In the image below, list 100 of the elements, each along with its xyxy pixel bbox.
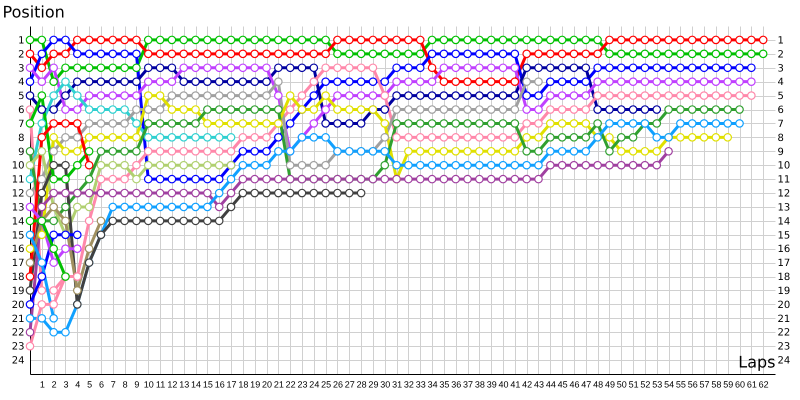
y-tick-label: 24 [12, 356, 24, 367]
x-tick-label: 41 [510, 380, 520, 390]
x-tick-label: 26 [332, 380, 343, 390]
x-tick-label: 12 [167, 380, 178, 390]
y-tick-label: 17 [12, 258, 24, 270]
x-tick-label: 13 [179, 380, 190, 390]
y2-tick-label: 22 [778, 328, 790, 339]
x-tick-label: 48 [593, 380, 604, 390]
x-tick-label: 29 [368, 380, 378, 390]
y-tick-label: 16 [12, 244, 24, 256]
x-tick-label: 55 [676, 380, 686, 390]
x-tick-label: 19 [250, 380, 260, 390]
x-tick-label: 43 [534, 380, 544, 390]
y2-tick-label: 19 [778, 286, 790, 297]
y2-tick-label: 11 [778, 174, 790, 186]
y-tick-label: 7 [18, 118, 24, 130]
y-tick-label: 1 [18, 35, 24, 46]
y-tick-label: 18 [12, 272, 24, 284]
y-tick-label: 15 [12, 230, 24, 242]
x-tick-label: 44 [546, 380, 556, 390]
x-tick-label: 57 [700, 380, 710, 390]
x-tick-label: 58 [711, 380, 722, 390]
x-tick-label: 45 [558, 380, 568, 390]
y-tick-label: 23 [12, 342, 24, 353]
x-tick-label: 3 [63, 380, 68, 390]
y-tick-label: 21 [12, 314, 24, 325]
y2-tick-label: 3 [778, 63, 784, 74]
y-tick-label: 9 [18, 146, 24, 158]
y-tick-label: 3 [18, 63, 24, 74]
x-tick-label: 56 [688, 380, 698, 390]
y-tick-label: 8 [18, 132, 24, 144]
y-tick-label: 19 [12, 286, 24, 297]
y2-tick-label: 21 [778, 314, 790, 325]
x-tick-label: 6 [98, 380, 104, 390]
x-tick-label: 8 [122, 380, 128, 390]
y2-tick-label: 18 [778, 272, 790, 284]
x-tick-label: 49 [604, 380, 615, 390]
x-tick-label: 36 [451, 380, 462, 390]
x-tick-label: 46 [569, 380, 580, 390]
x-tick-label: 21 [274, 380, 284, 390]
x-tick-label: 37 [463, 380, 474, 390]
y2-tick-label: 8 [778, 132, 784, 144]
x-tick-label: 47 [581, 380, 592, 390]
x-tick-label: 59 [723, 380, 734, 390]
x-tick-label: 16 [214, 380, 225, 390]
x-tick-label: 24 [309, 380, 320, 390]
x-tick-label: 53 [652, 380, 662, 390]
x-tick-label: 22 [286, 380, 296, 390]
x-tick-label: 10 [144, 380, 154, 390]
y2-tick-label: 10 [778, 160, 790, 172]
x-tick-label: 25 [321, 380, 332, 390]
x-tick-label: 50 [616, 380, 627, 390]
x-tick-label: 32 [404, 380, 414, 390]
x-axis-title: Laps [738, 352, 776, 372]
x-tick-label: 38 [474, 380, 485, 390]
y-tick-label: 13 [12, 202, 24, 214]
x-tick-label: 33 [416, 380, 426, 390]
x-tick-label: 40 [498, 380, 509, 390]
x-tick-label: 4 [75, 380, 80, 390]
y2-tick-label: 16 [778, 244, 790, 256]
y2-tick-label: 9 [778, 146, 784, 158]
x-tick-label: 17 [226, 380, 237, 390]
y-tick-label: 4 [18, 77, 24, 88]
y2-tick-label: 6 [778, 105, 784, 116]
y2-tick-label: 4 [778, 77, 784, 88]
x-tick-label: 39 [486, 380, 497, 390]
y2-tick-label: 5 [778, 91, 784, 102]
x-tick-label: 23 [297, 380, 308, 390]
y2-tick-label: 23 [778, 342, 790, 353]
x-tick-label: 5 [87, 380, 92, 390]
y2-tick-label: 15 [778, 230, 790, 242]
x-tick-label: 1 [40, 380, 45, 390]
x-tick-label: 31 [392, 380, 402, 390]
x-tick-label: 9 [134, 380, 140, 390]
y-tick-label: 22 [12, 328, 24, 339]
x-tick-label: 18 [238, 380, 248, 390]
y-tick-label: 6 [18, 105, 24, 116]
y2-tick-label: 13 [778, 202, 790, 214]
y2-tick-label: 12 [778, 188, 790, 200]
y-tick-label: 2 [18, 49, 24, 60]
y2-tick-label: 14 [778, 216, 790, 228]
x-tick-label: 7 [110, 380, 116, 390]
y-tick-label: 12 [12, 188, 24, 200]
x-tick-label: 14 [191, 380, 202, 390]
y-axis-title: Position [2, 2, 65, 22]
x-tick-label: 30 [380, 380, 390, 390]
x-tick-label: 42 [522, 380, 532, 390]
x-tick-label: 60 [735, 380, 746, 390]
y2-tick-label: 2 [778, 49, 784, 60]
y2-tick-label: 17 [778, 258, 790, 270]
x-tick-label: 34 [428, 380, 438, 390]
x-tick-label: 61 [746, 380, 757, 390]
y-tick-label: 20 [12, 300, 24, 311]
y2-tick-label: 20 [778, 300, 790, 311]
x-tick-label: 35 [439, 380, 450, 390]
x-tick-label: 51 [628, 380, 639, 390]
y-tick-label: 5 [18, 91, 24, 102]
y-tick-label: 10 [12, 160, 24, 172]
x-tick-label: 2 [52, 380, 57, 390]
x-tick-label: 15 [202, 380, 213, 390]
